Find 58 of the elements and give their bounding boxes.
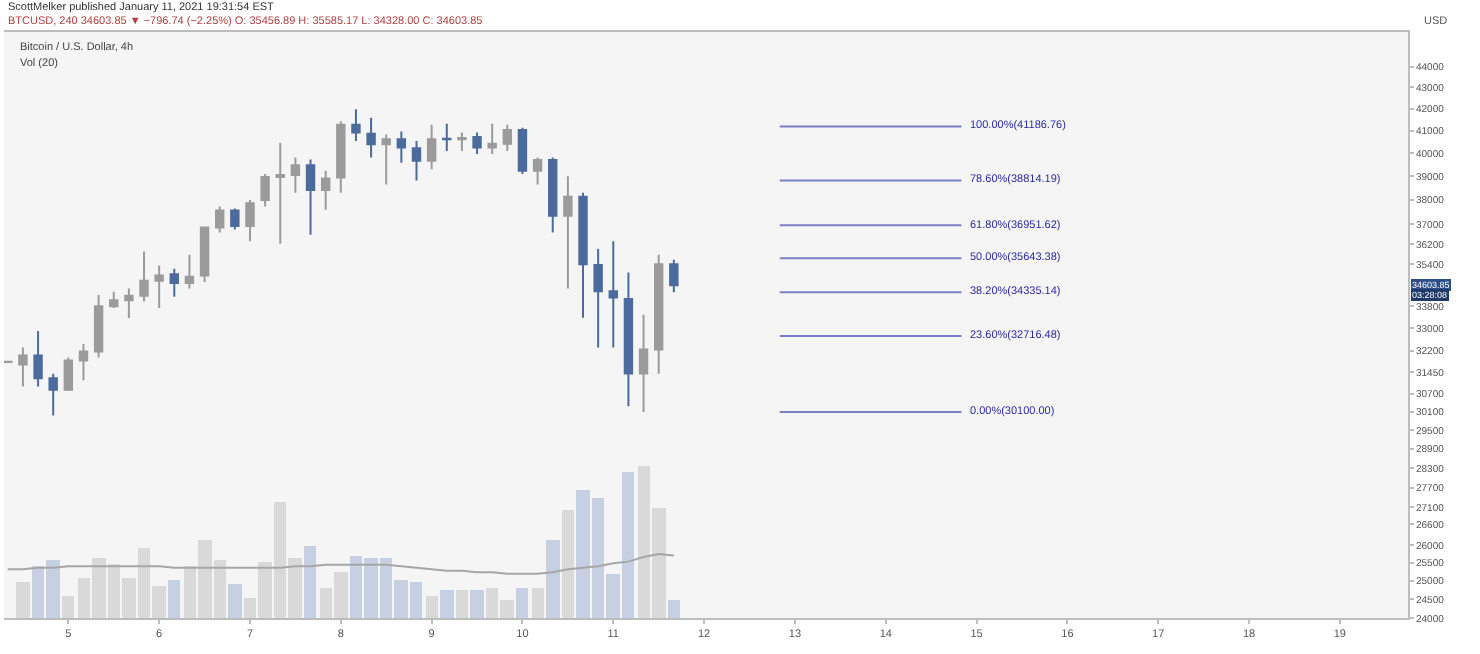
candlestick [215,205,225,234]
candlestick [124,287,134,320]
candlestick [442,122,452,152]
candlestick [396,130,407,164]
candlestick [426,123,437,171]
candlestick [260,172,270,208]
candlestick [109,290,119,310]
candlestick [245,199,255,243]
candlestick [502,123,513,152]
candlestick [320,169,331,211]
candlestick [411,140,422,182]
bar [304,545,316,618]
bar [426,595,438,618]
candlestick [48,372,58,417]
candlestick [472,131,482,156]
candlestick [63,356,74,393]
candlestick [336,120,346,194]
candlestick [653,253,664,375]
candlestick [563,175,573,290]
candlestick [290,156,301,194]
candlestick [548,156,558,234]
candlestick [487,122,497,156]
candlestick [78,343,89,382]
candlestick [578,191,588,319]
candlestick [199,225,210,284]
bar [532,587,544,618]
bar [440,589,454,618]
candlestick [351,108,361,143]
candlestick [139,250,149,303]
bar [16,581,30,618]
bar [228,583,242,618]
candlestick [93,293,104,359]
bar [168,579,180,618]
candlestick [623,271,634,408]
bar [668,599,680,618]
candlestick [154,264,164,310]
candlestick [33,330,43,388]
bar [546,539,560,618]
candlestick [608,240,618,349]
bar [562,509,574,618]
candlestick [532,156,543,186]
candlestick [366,116,376,159]
candlestick [275,142,285,245]
candlestick [230,207,240,231]
candlestick [669,258,679,294]
bar [456,589,468,618]
candlestick [381,133,391,186]
candlestick [169,267,179,298]
candlestick [457,131,467,152]
bar [62,595,74,618]
candlestick [593,248,603,349]
candlestick [517,126,528,175]
candlestick [18,346,28,388]
candlestick [638,313,649,413]
bar [516,587,528,618]
candlestick [184,253,195,290]
bar [470,589,484,618]
candlestick [305,158,316,236]
